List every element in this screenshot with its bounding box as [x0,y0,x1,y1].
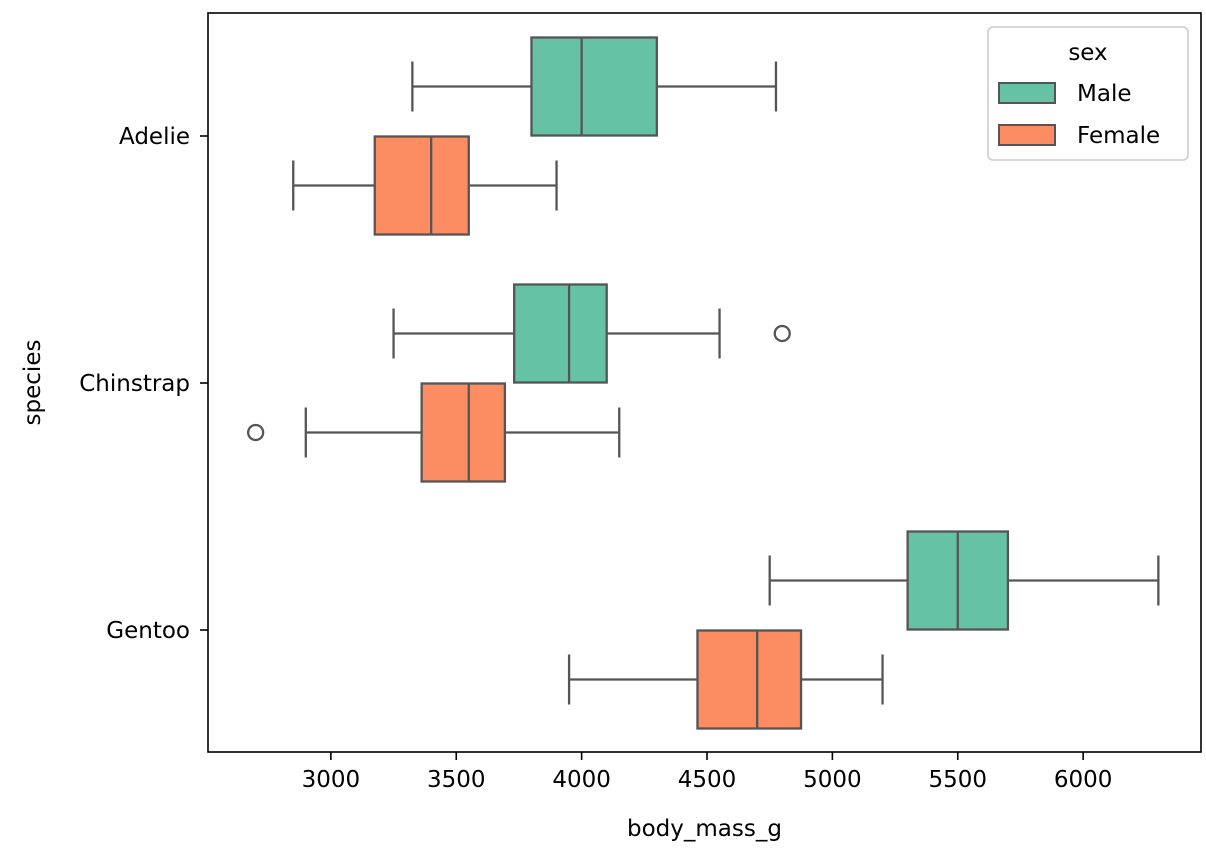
x-tick-label-4500: 4500 [678,767,737,793]
x-tick-label-3500: 3500 [427,767,486,793]
x-tick-label-5000: 5000 [803,767,862,793]
y-tick-label-gentoo: Gentoo [106,618,190,644]
box-group-adelie-female [292,135,558,236]
y-axis-ticks: Adelie Chinstrap Gentoo [79,124,208,644]
legend-label-male: Male [1077,81,1131,107]
box-group-adelie-male [411,36,778,137]
y-axis-label: species [20,340,46,426]
x-axis-ticks: 3000 3500 4000 4500 5000 5500 6000 [302,752,1113,793]
box-gentoo-female [696,629,803,730]
x-tick-label-6000: 6000 [1054,767,1113,793]
legend-swatch-female [998,124,1056,146]
outlier-chinstrap-male-0 [773,324,791,343]
box-group-gentoo-male [768,530,1160,631]
x-tick-label-4000: 4000 [552,767,611,793]
chart-marks [246,36,1160,730]
x-axis-label: body_mass_g [627,816,782,842]
x-tick-label-3000: 3000 [302,767,361,793]
box-chinstrap-male [513,283,608,384]
box-group-gentoo-female [567,629,884,730]
box-group-chinstrap-female [246,382,621,483]
legend-swatch-male [998,82,1056,104]
y-tick-label-chinstrap: Chinstrap [79,371,190,397]
box-chinstrap-female [420,382,507,483]
y-tick-label-adelie: Adelie [119,124,190,150]
legend-label-female: Female [1077,123,1160,149]
box-group-chinstrap-male [392,283,791,384]
box-adelie-male [530,36,659,137]
x-tick-label-5500: 5500 [928,767,987,793]
outlier-chinstrap-female-0 [246,423,265,442]
box-adelie-female [373,135,470,236]
legend: sex Male Female [987,26,1189,161]
legend-title: sex [1068,40,1107,66]
